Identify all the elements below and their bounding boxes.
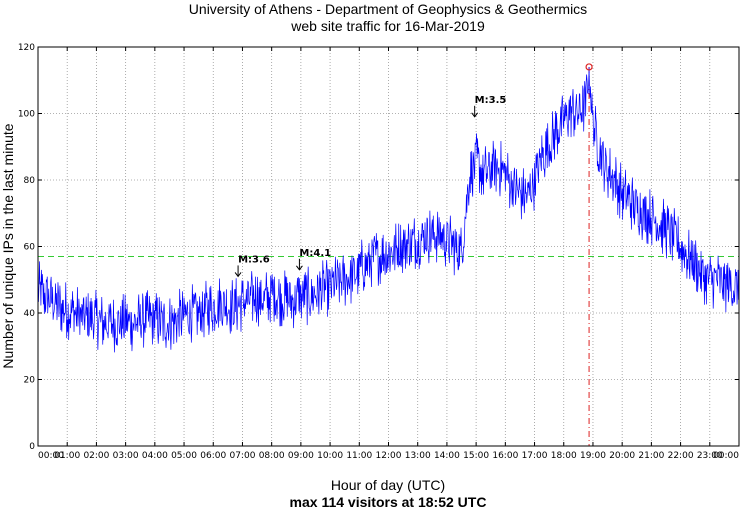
earthquake-label: M:4.1 bbox=[299, 248, 331, 259]
series-layer bbox=[37, 66, 740, 353]
chart-subtitle: web site traffic for 16-Mar-2019 bbox=[290, 18, 485, 34]
y-tick-label: 40 bbox=[24, 309, 36, 319]
x-tick-label: 00:00 bbox=[38, 451, 64, 461]
earthquake-label: M:3.5 bbox=[475, 95, 507, 106]
x-tick-label: 21:00 bbox=[638, 451, 664, 461]
max-point-marker bbox=[585, 63, 593, 71]
x-tick-label: 20:00 bbox=[609, 451, 635, 461]
x-tick-label: 23:00 bbox=[697, 451, 723, 461]
y-tick-label: 20 bbox=[24, 376, 36, 386]
traffic-series-line bbox=[37, 66, 740, 353]
x-tick-label: 03:00 bbox=[113, 451, 139, 461]
y-axis-label: Number of unique IPs in the last minute bbox=[0, 123, 16, 368]
y-tick-label: 60 bbox=[24, 243, 36, 253]
x-tick-label: 07:00 bbox=[229, 451, 255, 461]
x-tick-label: 01:00 bbox=[54, 451, 80, 461]
max-visitors-caption: max 114 visitors at 18:52 UTC bbox=[290, 494, 487, 510]
earthquake-arrow-head bbox=[234, 272, 242, 278]
x-tick-label: 02:00 bbox=[83, 451, 109, 461]
annotations: M:3.6 M:4.1 M:3.5 bbox=[234, 63, 593, 278]
x-tick-label: 17:00 bbox=[522, 451, 548, 461]
chart-title: University of Athens - Department of Geo… bbox=[189, 1, 587, 17]
y-tick-label: 0 bbox=[29, 442, 35, 452]
x-tick-label: 22:00 bbox=[668, 451, 694, 461]
x-tick-label: 00:00 bbox=[713, 451, 739, 461]
x-tick-label: 06:00 bbox=[200, 451, 226, 461]
x-axis-label: Hour of day (UTC) bbox=[331, 477, 445, 493]
y-axis-ticks: 0 20 40 60 80 100 120 bbox=[18, 43, 739, 452]
y-tick-label: 80 bbox=[24, 176, 36, 186]
x-tick-label: 11:00 bbox=[346, 451, 372, 461]
x-tick-label: 18:00 bbox=[551, 451, 577, 461]
x-tick-label: 16:00 bbox=[492, 451, 518, 461]
earthquake-label: M:3.6 bbox=[238, 254, 270, 265]
y-tick-label: 120 bbox=[18, 43, 35, 53]
x-tick-label: 09:00 bbox=[288, 451, 314, 461]
x-tick-label: 14:00 bbox=[434, 451, 460, 461]
x-tick-label: 19:00 bbox=[580, 451, 606, 461]
x-tick-label: 08:00 bbox=[259, 451, 285, 461]
x-tick-label: 13:00 bbox=[405, 451, 431, 461]
x-tick-label: 10:00 bbox=[317, 451, 343, 461]
x-tick-label: 15:00 bbox=[463, 451, 489, 461]
x-tick-label: 12:00 bbox=[376, 451, 402, 461]
x-tick-label: 05:00 bbox=[171, 451, 197, 461]
earthquake-arrow-head bbox=[296, 265, 303, 271]
y-tick-label: 100 bbox=[18, 110, 35, 120]
x-tick-label: 04:00 bbox=[142, 451, 168, 461]
earthquake-arrow-head bbox=[471, 112, 479, 118]
